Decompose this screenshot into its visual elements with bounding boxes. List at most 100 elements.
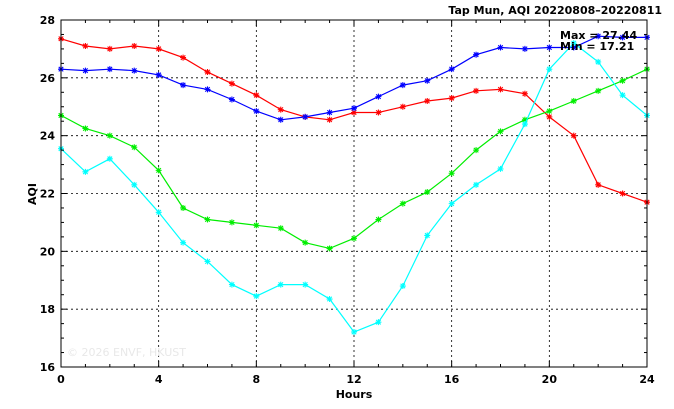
data-point-marker bbox=[521, 45, 528, 52]
y-tick-label: 20 bbox=[40, 245, 56, 258]
series-1 bbox=[58, 35, 650, 206]
data-point-marker bbox=[448, 95, 455, 102]
chart-title: Tap Mun, AQI 20220808–20220811 bbox=[448, 4, 662, 17]
data-point-marker bbox=[570, 44, 577, 51]
x-axis-label: Hours bbox=[336, 388, 373, 401]
data-point-marker bbox=[302, 281, 309, 288]
data-point-marker bbox=[619, 92, 626, 99]
x-tick-label: 24 bbox=[639, 373, 655, 386]
data-point-marker bbox=[180, 204, 187, 211]
data-point-marker bbox=[82, 168, 89, 175]
data-point-marker bbox=[155, 167, 162, 174]
grid-lines bbox=[61, 20, 647, 367]
data-point-marker bbox=[82, 67, 89, 74]
data-point-marker bbox=[253, 108, 260, 115]
x-tick-label: 12 bbox=[346, 373, 361, 386]
data-point-marker bbox=[277, 225, 284, 232]
data-point-marker bbox=[351, 235, 357, 242]
data-point-marker bbox=[375, 216, 382, 223]
data-point-marker bbox=[326, 245, 333, 252]
data-point-marker bbox=[521, 121, 528, 128]
data-point-marker bbox=[228, 219, 235, 226]
data-point-marker bbox=[228, 281, 235, 288]
data-point-marker bbox=[131, 144, 138, 151]
min-value-label: Min = 17.21 bbox=[560, 40, 634, 53]
data-point-marker bbox=[619, 34, 626, 41]
y-tick-label: 18 bbox=[40, 303, 55, 316]
data-point-marker bbox=[131, 43, 138, 50]
series-2 bbox=[58, 33, 650, 123]
data-point-marker bbox=[448, 66, 455, 73]
data-point-marker bbox=[204, 258, 211, 265]
axis-ticks: 0 4 8 12 16 20 24 16 18 20 22 24 26 28 bbox=[40, 14, 655, 386]
data-point-marker bbox=[180, 54, 187, 61]
x-tick-label: 4 bbox=[155, 373, 163, 386]
data-point-marker bbox=[619, 77, 626, 84]
series-layer bbox=[58, 33, 650, 336]
data-point-marker bbox=[253, 293, 260, 300]
data-point-marker bbox=[131, 67, 138, 74]
data-point-marker bbox=[82, 43, 89, 50]
data-point-marker bbox=[619, 190, 626, 197]
y-tick-label: 28 bbox=[40, 14, 55, 27]
data-point-marker bbox=[204, 86, 211, 93]
data-point-marker bbox=[155, 45, 162, 52]
y-tick-label: 22 bbox=[40, 188, 55, 201]
data-point-marker bbox=[497, 44, 504, 51]
y-tick-label: 24 bbox=[40, 130, 56, 143]
data-point-marker bbox=[497, 128, 504, 135]
data-point-marker bbox=[106, 132, 113, 139]
data-point-marker bbox=[106, 45, 113, 52]
data-point-marker bbox=[399, 82, 406, 89]
data-point-marker bbox=[399, 283, 406, 290]
data-point-marker bbox=[424, 77, 431, 84]
data-point-marker bbox=[595, 181, 602, 188]
data-point-marker bbox=[302, 113, 309, 120]
data-point-marker bbox=[399, 200, 406, 207]
data-point-marker bbox=[351, 329, 357, 336]
x-tick-label: 16 bbox=[444, 373, 460, 386]
data-point-marker bbox=[82, 125, 89, 132]
data-point-marker bbox=[326, 116, 333, 123]
data-point-marker bbox=[448, 170, 455, 177]
x-tick-label: 0 bbox=[57, 373, 65, 386]
data-point-marker bbox=[204, 216, 211, 223]
data-point-marker bbox=[570, 40, 577, 47]
data-point-marker bbox=[155, 71, 162, 78]
data-point-marker bbox=[253, 222, 260, 229]
data-point-marker bbox=[546, 108, 553, 115]
y-tick-label: 26 bbox=[40, 72, 56, 85]
data-point-marker bbox=[424, 232, 431, 239]
copyright-watermark: © 2026 ENVF, HKUST bbox=[67, 346, 186, 359]
data-point-marker bbox=[180, 239, 187, 246]
data-point-marker bbox=[375, 93, 382, 100]
y-tick-label: 16 bbox=[40, 361, 56, 374]
series-4 bbox=[58, 40, 650, 336]
data-point-marker bbox=[595, 87, 602, 94]
data-point-marker bbox=[228, 96, 235, 103]
y-axis-label: AQI bbox=[26, 183, 39, 205]
data-point-marker bbox=[351, 105, 357, 112]
data-point-marker bbox=[546, 44, 553, 51]
data-point-marker bbox=[497, 86, 504, 93]
data-point-marker bbox=[277, 281, 284, 288]
data-point-marker bbox=[399, 103, 406, 110]
max-value-label: Max = 27.44 bbox=[560, 29, 637, 42]
data-point-marker bbox=[448, 200, 455, 207]
data-point-marker bbox=[228, 80, 235, 87]
data-point-marker bbox=[546, 113, 553, 120]
data-point-marker bbox=[131, 181, 138, 188]
data-point-marker bbox=[473, 147, 480, 154]
plot-frame bbox=[60, 19, 648, 368]
data-point-marker bbox=[473, 181, 480, 188]
data-point-marker bbox=[595, 33, 602, 40]
data-point-marker bbox=[180, 82, 187, 89]
x-tick-label: 20 bbox=[542, 373, 558, 386]
data-point-marker bbox=[424, 97, 431, 104]
data-point-marker bbox=[570, 132, 577, 139]
data-point-marker bbox=[521, 116, 528, 123]
data-point-marker bbox=[595, 58, 602, 65]
data-point-marker bbox=[570, 97, 577, 104]
data-point-marker bbox=[155, 209, 162, 216]
